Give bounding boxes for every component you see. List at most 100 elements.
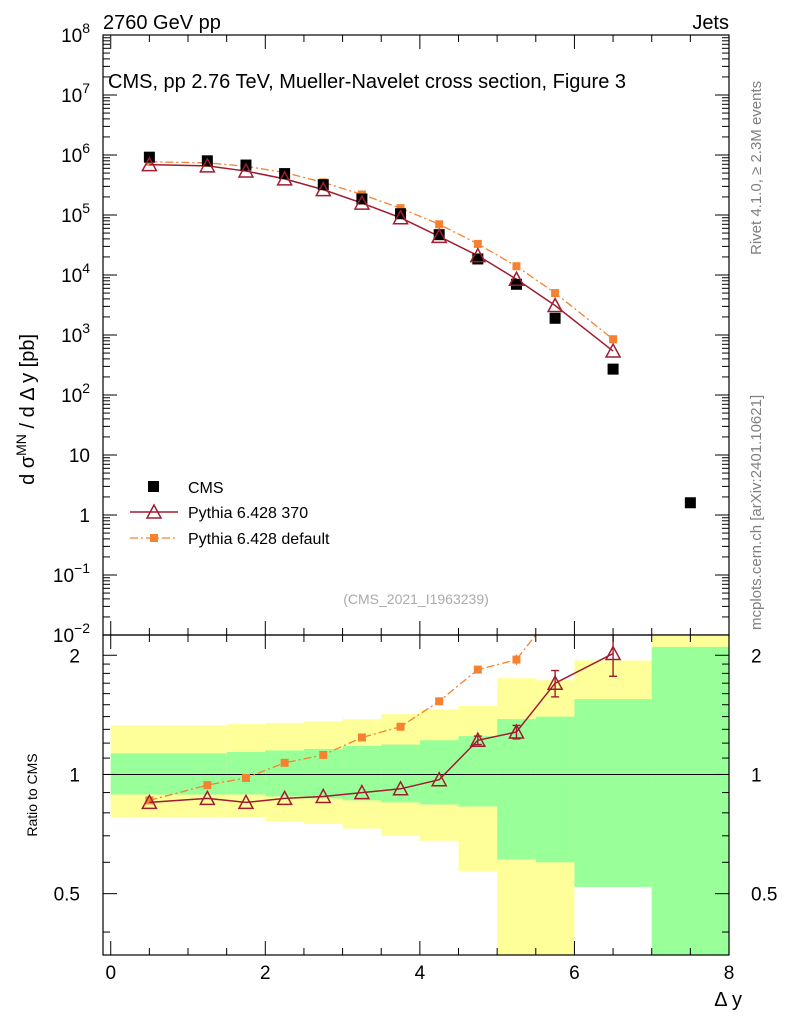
ratio-y-tick-labels: 0.5 0.5 1 1 2 2 <box>54 646 778 905</box>
point-pythia-6-428-370 <box>315 181 332 197</box>
point-pythia-6-428-370 <box>469 247 487 263</box>
ratio-plot-panel: 0.5 0.5 1 1 2 2 0 2 4 6 8 Ratio to CMS Δ y <box>24 570 778 1011</box>
ratio-point-pythia-6-428-370 <box>315 787 332 804</box>
main-y-tick-label: 10 <box>69 446 90 467</box>
ratio-uncertainty-bands <box>110 635 729 955</box>
point-cms <box>549 312 561 324</box>
point-pythia-6-428-370 <box>199 157 216 173</box>
legend: CMS Pythia 6.428 370 Pythia 6.428 defaul… <box>130 480 330 548</box>
point-cms <box>201 155 213 167</box>
point-cms <box>317 179 329 191</box>
point-cms <box>472 253 484 265</box>
ratio-y-tick-label-left: 1 <box>69 765 80 786</box>
legend-marker-pythia-default <box>150 534 158 542</box>
legend-marker-cms <box>148 481 159 492</box>
point-pythia-6-428-default <box>435 220 444 229</box>
point-pythia-6-428-370 <box>508 270 525 286</box>
series-line-pythia-6-428-default <box>149 161 614 340</box>
main-series <box>141 151 696 509</box>
ratio-point-pythia-6-428-370 <box>392 780 409 796</box>
inner-band-bin <box>651 646 729 955</box>
main-y-tick-label: 108 <box>61 20 90 47</box>
ratio-y-tick-label-left: 0.5 <box>54 885 80 906</box>
ratio-point-pythia-6-428-370 <box>141 793 158 810</box>
main-plot-title: CMS, pp 2.76 TeV, Mueller-Navelet cross … <box>108 71 626 93</box>
main-y-tick-label: 104 <box>61 260 90 287</box>
ratio-point-pythia-6-428-370 <box>604 644 622 661</box>
inner-band-bin <box>535 716 575 863</box>
inner-band-bin <box>574 699 652 887</box>
main-y-tick-label: 102 <box>61 380 90 407</box>
inner-band-bin <box>381 744 420 803</box>
main-y-tick-label: 106 <box>61 140 90 167</box>
point-pythia-6-428-370 <box>353 194 371 210</box>
point-pythia-6-428-370 <box>546 296 564 313</box>
x-tick-labels: 0 2 4 6 8 <box>105 963 734 984</box>
series-line-pythia-6-428-370 <box>149 163 614 352</box>
legend-label-pythia-370: Pythia 6.428 370 <box>188 505 308 522</box>
point-cms <box>356 193 368 205</box>
ratio-point-pythia-6-428-default <box>280 758 289 767</box>
legend-label-pythia-default: Pythia 6.428 default <box>188 531 330 548</box>
main-y-axis-label: d σMN / d Δ y [pb] <box>13 334 39 485</box>
main-y-tick-label: 105 <box>61 200 90 227</box>
point-cms <box>279 168 291 180</box>
inner-band-bin <box>265 750 304 797</box>
point-pythia-6-428-default <box>396 204 405 213</box>
point-pythia-6-428-370 <box>604 342 622 358</box>
point-pythia-6-428-370 <box>237 162 255 178</box>
point-pythia-6-428-default <box>473 239 482 248</box>
ratio-point-pythia-6-428-default <box>551 606 559 614</box>
ratio-plot-frame <box>102 634 730 956</box>
main-y-tick-label: 10−2 <box>53 620 90 647</box>
ratio-y-tick-label-left: 2 <box>69 646 80 667</box>
rivet-version-label: Rivet 4.1.0, ≥ 2.3M events <box>748 81 765 255</box>
ratio-point-pythia-6-428-370 <box>237 793 255 810</box>
ratio-point-pythia-6-428-370 <box>276 789 293 806</box>
point-pythia-6-428-370 <box>392 209 409 225</box>
ratio-point-pythia-6-428-370 <box>199 789 216 806</box>
ratio-point-pythia-6-428-default <box>241 773 250 782</box>
ratio-point-pythia-6-428-default <box>145 796 154 805</box>
ratio-point-pythia-6-428-370 <box>546 674 564 690</box>
ratio-point-pythia-6-428-370 <box>353 783 371 800</box>
point-pythia-6-428-default <box>609 335 618 344</box>
ratio-point-pythia-6-428-default <box>357 733 366 742</box>
main-axis-ticks <box>103 34 730 636</box>
inner-band-bin <box>497 719 536 860</box>
ratio-point-pythia-6-428-370 <box>469 731 487 748</box>
ratio-line-pythia-6-428-370 <box>149 652 614 804</box>
point-cms <box>395 208 407 220</box>
ratio-point-pythia-6-428-default <box>512 655 521 664</box>
legend-marker-pythia-370 <box>145 503 163 519</box>
main-y-tick-label: 10−1 <box>53 560 90 587</box>
x-tick-label: 4 <box>415 963 426 984</box>
point-pythia-6-428-370 <box>141 156 158 172</box>
ratio-y-tick-label-right: 0.5 <box>751 885 777 906</box>
ratio-point-pythia-6-428-370 <box>508 723 525 739</box>
inner-band-bin <box>458 736 498 807</box>
header-category-label: Jets <box>692 12 729 34</box>
ratio-y-axis-label: Ratio to CMS <box>24 753 40 836</box>
ratio-point-pythia-6-428-default <box>473 665 482 674</box>
ratio-point-pythia-6-428-default <box>609 570 617 578</box>
main-y-tick-label: 107 <box>61 80 90 107</box>
analysis-tag: (CMS_2021_I1963239) <box>343 591 489 607</box>
ratio-y-tick-label-right: 2 <box>751 646 762 667</box>
ratio-point-pythia-6-428-default <box>396 722 405 731</box>
x-tick-label: 6 <box>569 963 580 984</box>
point-cms <box>510 278 522 290</box>
x-tick-label: 0 <box>105 963 116 984</box>
point-cms <box>684 497 696 509</box>
x-tick-label: 8 <box>724 963 735 984</box>
point-pythia-6-428-370 <box>430 227 448 244</box>
point-pythia-6-428-370 <box>276 170 293 186</box>
ratio-point-pythia-6-428-default <box>203 781 212 790</box>
point-cms <box>433 229 445 241</box>
point-cms <box>607 363 619 375</box>
ratio-series <box>141 570 622 810</box>
ratio-point-pythia-6-428-default <box>435 697 444 706</box>
